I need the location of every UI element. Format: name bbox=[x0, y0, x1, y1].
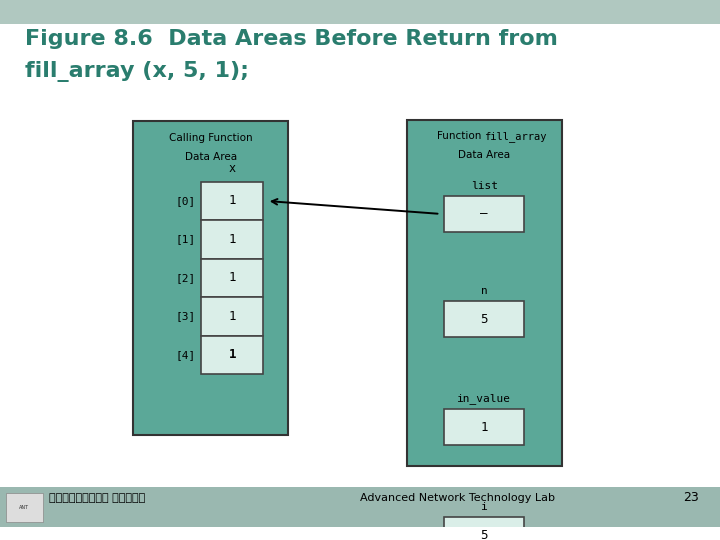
Bar bbox=[133, 121, 288, 435]
Text: Data Area: Data Area bbox=[458, 150, 510, 160]
Text: 1: 1 bbox=[228, 348, 236, 361]
Text: 5: 5 bbox=[480, 529, 488, 540]
Text: [0]: [0] bbox=[175, 196, 196, 206]
Text: fill_array (x, 5, 1);: fill_array (x, 5, 1); bbox=[25, 60, 249, 82]
Text: 1: 1 bbox=[228, 233, 236, 246]
Bar bbox=[444, 409, 524, 445]
Text: fill_array: fill_array bbox=[484, 131, 546, 142]
Text: –: – bbox=[480, 207, 488, 220]
Text: in_value: in_value bbox=[457, 393, 511, 404]
Text: x: x bbox=[229, 163, 236, 176]
Text: Data Area: Data Area bbox=[184, 152, 237, 162]
Bar bbox=[0, 487, 720, 527]
Text: [2]: [2] bbox=[175, 273, 196, 283]
Text: ANT: ANT bbox=[19, 504, 30, 510]
Text: Calling Function: Calling Function bbox=[168, 133, 253, 143]
Text: 中正大學通訊工程系 潘仁義老師: 中正大學通訊工程系 潘仁義老師 bbox=[49, 493, 145, 503]
Text: Figure 8.6  Data Areas Before Return from: Figure 8.6 Data Areas Before Return from bbox=[25, 29, 558, 49]
Bar bbox=[407, 119, 562, 466]
Text: Advanced Network Technology Lab: Advanced Network Technology Lab bbox=[360, 493, 555, 503]
Text: [3]: [3] bbox=[175, 312, 196, 321]
Text: [4]: [4] bbox=[175, 350, 196, 360]
Bar bbox=[202, 182, 264, 220]
Text: 1: 1 bbox=[228, 194, 236, 207]
Bar bbox=[6, 492, 43, 522]
Text: i: i bbox=[481, 502, 487, 512]
Text: 1: 1 bbox=[228, 310, 236, 323]
Bar bbox=[202, 297, 264, 335]
Text: list: list bbox=[471, 181, 498, 191]
Text: [1]: [1] bbox=[175, 234, 196, 245]
Bar bbox=[444, 196, 524, 232]
Bar bbox=[0, 0, 720, 24]
Text: n: n bbox=[481, 286, 487, 296]
Text: 1: 1 bbox=[480, 421, 488, 434]
Bar bbox=[202, 335, 264, 374]
Text: 23: 23 bbox=[683, 491, 698, 504]
Text: Function: Function bbox=[436, 131, 484, 141]
Text: 1: 1 bbox=[228, 272, 236, 285]
Bar bbox=[202, 220, 264, 259]
Bar bbox=[202, 259, 264, 297]
Text: 5: 5 bbox=[480, 313, 488, 326]
Bar bbox=[444, 517, 524, 540]
Bar bbox=[444, 301, 524, 337]
